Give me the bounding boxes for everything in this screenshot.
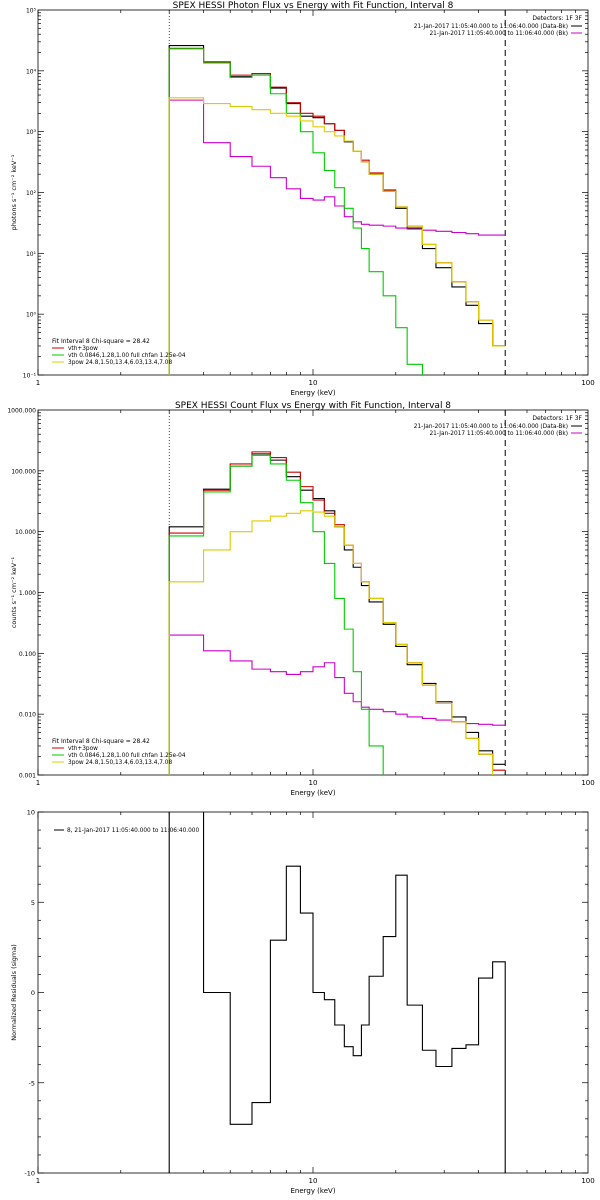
x-axis-label: Energy (keV) [290, 1187, 335, 1195]
legend: 8, 21-Jan-2017 11:05:40.000 to 11:06:40.… [54, 828, 199, 834]
legend-heading: Fit Interval 8 Chi-square = 28.42 [52, 338, 150, 345]
x-tick-label: 100 [581, 379, 594, 387]
legend-entry-label: vth 0.0846,1.28,1.00 full chfan 1.25e-04 [68, 353, 186, 359]
panel-3: 1 10 100 Energy (keV) -10 -5 0 5 10 Normalized Re… [10, 809, 595, 1196]
legend-entry-label: 21-Jan-2017 11:05:40.000 to 11:06:40.000… [414, 424, 568, 430]
x-tick-label: 10 [309, 779, 318, 787]
y-tick-label: 10⁰ [26, 312, 37, 319]
x-tick-label: 1 [36, 779, 40, 787]
series-line-data-bk [168, 453, 506, 775]
y-tick-label: 5 [31, 899, 35, 907]
y-tick-label: 10¹ [26, 251, 37, 258]
y-tick-label: 1000.000 [7, 408, 36, 415]
y-tick-label: 10⁴ [26, 68, 37, 75]
y-tick-label: 0.010 [19, 712, 36, 719]
legend-entry-label: 21-Jan-2017 11:05:40.000 to 11:06:40.000… [429, 431, 568, 437]
y-tick-label: 10⁻¹ [23, 373, 37, 380]
legend-top: Detectors: 1F 3F 21-Jan-2017 11:05:40.000… [414, 415, 583, 437]
y-tick-label: 10⁵ [26, 8, 37, 15]
x-tick-label: 10 [309, 379, 318, 387]
y-tick-label: -10 [24, 1170, 35, 1178]
y-tick-label: 0.001 [19, 773, 36, 780]
series-line-3pow [168, 510, 494, 775]
legend-entry-label: vth+3pow [68, 346, 98, 352]
y-tick-label: 10.000 [15, 529, 36, 536]
series-group [168, 45, 506, 375]
series-line-3pow [168, 97, 506, 375]
y-tick-label: 100.000 [11, 468, 36, 475]
series-line-residuals [168, 812, 506, 1173]
x-tick-label: 1 [36, 1177, 40, 1185]
legend-bottom: Fit Interval 8 Chi-square = 28.42vth+3po… [52, 738, 186, 766]
legend-entry-label: 8, 21-Jan-2017 11:05:40.000 to 11:06:40.… [67, 828, 199, 834]
x-tick-label: 10 [309, 1177, 318, 1185]
panel-1: SPEX HESSI Photon Flux vs Energy with Fi… [10, 1, 595, 397]
series-group [168, 451, 506, 775]
series-line-vth [168, 48, 423, 375]
panel-2: SPEX HESSI Count Flux vs Energy with Fit… [7, 401, 594, 797]
legend-entry-label: 21-Jan-2017 11:05:40.000 to 11:06:40.000… [429, 31, 568, 37]
y-tick-label: 10² [26, 190, 37, 197]
legend-top: Detectors: 1F 3F 21-Jan-2017 11:05:40.000… [414, 15, 583, 37]
y-tick-label: 0 [31, 989, 35, 997]
series-line-bk [168, 99, 506, 375]
chart-title: SPEX HESSI Count Flux vs Energy with Fit… [175, 401, 451, 411]
y-tick-label: 1.000 [19, 590, 36, 597]
y-tick-label: 10 [27, 809, 35, 817]
x-axis-label: Energy (keV) [290, 389, 335, 397]
chart-title: SPEX HESSI Photon Flux vs Energy with Fi… [173, 1, 454, 11]
legend-entry-label: 21-Jan-2017 11:05:40.000 to 11:06:40.000… [414, 24, 568, 30]
x-tick-label: 1 [36, 379, 40, 387]
x-tick-label: 100 [581, 1177, 594, 1185]
legend-entry-label: vth 0.0846,1.28,1.00 full chfan 1.25e-04 [68, 753, 186, 759]
y-axis-label: Normalized Residuals (sigma) [10, 944, 18, 1041]
x-axis-label: Energy (keV) [290, 789, 335, 797]
series-line-vth [168, 454, 384, 775]
legend-entry-label: 3pow 24.8,1.50,13.4,6.03,13.4,7.08 [68, 360, 172, 366]
x-tick-label: 100 [581, 779, 594, 787]
legend-entry-label: vth+3pow [68, 746, 98, 752]
series-line-data-bk [168, 45, 506, 375]
y-axis-label: counts s⁻¹ cm⁻² keV⁻¹ [10, 556, 18, 628]
series-line-vth-3pow [168, 47, 506, 375]
legend-bottom: Fit Interval 8 Chi-square = 28.42vth+3po… [52, 338, 186, 366]
series-line-vth-3pow [168, 451, 506, 775]
legend-heading: Detectors: 1F 3F [532, 415, 582, 422]
legend-heading: Fit Interval 8 Chi-square = 28.42 [52, 738, 150, 745]
legend-heading: Detectors: 1F 3F [532, 15, 582, 22]
y-tick-label: -5 [29, 1079, 35, 1087]
legend-entry-label: 3pow 24.8,1.50,13.4,6.03,13.4,7.08 [68, 760, 172, 766]
y-tick-label: 0.100 [19, 651, 36, 658]
y-axis-label: photons s⁻¹ cm⁻² keV⁻¹ [10, 154, 18, 230]
series-group [168, 812, 506, 1173]
y-tick-label: 10³ [26, 129, 37, 136]
series-line-bk [168, 634, 506, 775]
